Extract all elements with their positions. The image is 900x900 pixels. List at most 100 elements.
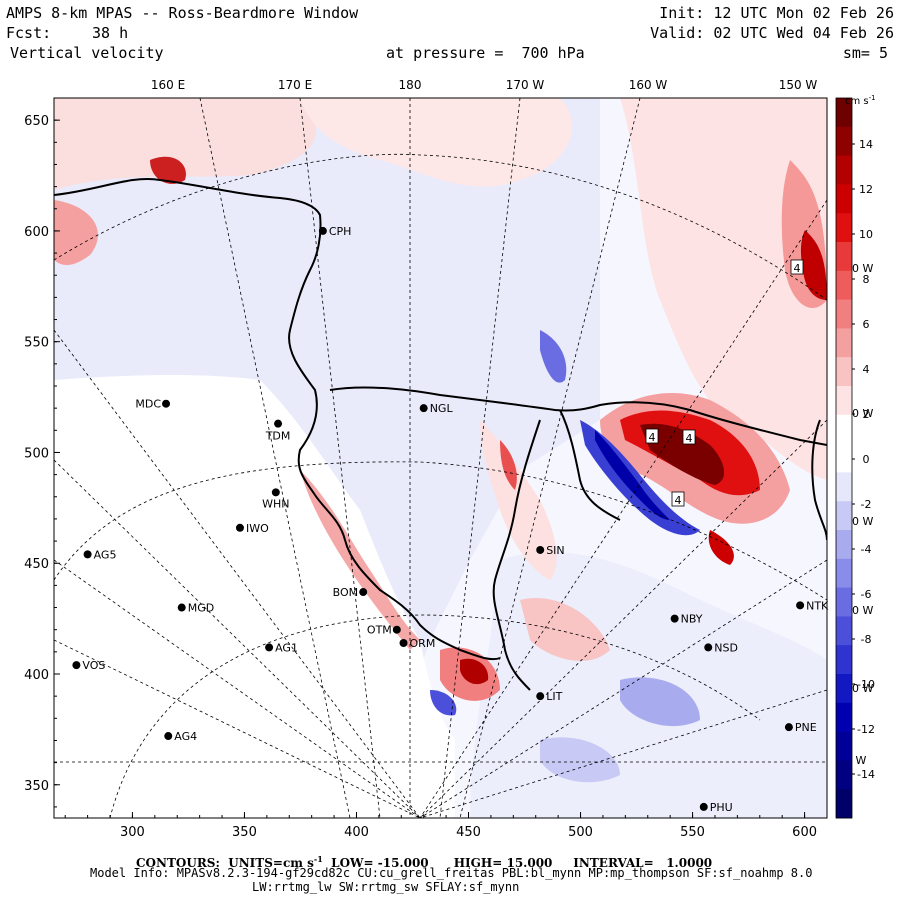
station-dot — [83, 550, 92, 559]
y-tick-label: 600 — [24, 225, 49, 240]
station-label: NGL — [430, 402, 454, 415]
x-tick-label: 550 — [680, 825, 705, 840]
colorbar-swatch — [836, 357, 852, 387]
map-figure: 300 350 400 450 500 550 600 350 400 450 500 550 600… — [24, 78, 875, 840]
colorbar-swatch — [836, 328, 852, 358]
colorbar-label: -12 — [857, 723, 875, 736]
y-tick-label: 550 — [24, 336, 49, 351]
colorbar-frame — [835, 97, 853, 819]
colorbar-swatch — [836, 530, 852, 560]
station-dot — [699, 802, 708, 811]
colorbar-swatch — [836, 616, 852, 646]
station-dot — [72, 661, 81, 670]
colorbar-label: -6 — [861, 588, 872, 601]
contour-label-box — [671, 491, 685, 507]
colorbar-swatch — [836, 731, 852, 761]
station-dot — [359, 588, 368, 597]
station-dot — [536, 692, 545, 701]
station-label: ORM — [410, 637, 436, 650]
colorbar-swatch — [836, 789, 852, 819]
field-name: Vertical velocity — [10, 44, 164, 62]
colorbar-label: -8 — [861, 633, 872, 646]
y-tick-label: 500 — [24, 446, 49, 461]
top-lon-label: 180 — [399, 78, 422, 92]
y-tick-label: 650 — [24, 114, 49, 129]
y-axis-ticks: 350 400 450 500 550 600 650 — [24, 97, 60, 808]
coastline — [54, 178, 827, 691]
station-label: AG5 — [94, 548, 117, 561]
station-label: MDC — [135, 398, 161, 411]
station-dot — [399, 638, 408, 647]
colorbar-swatch — [836, 126, 852, 156]
colorbar-swatch — [836, 674, 852, 704]
plot-frame — [53, 97, 828, 819]
colorbar-label: 4 — [863, 363, 870, 376]
smoothing: sm= 5 — [842, 44, 888, 62]
contour-label-box — [682, 429, 696, 445]
colorbar-swatch — [836, 558, 852, 588]
station-dot — [235, 523, 244, 532]
colorbar-swatch — [836, 645, 852, 675]
station-dot — [796, 601, 805, 610]
station-dot — [392, 625, 401, 634]
station-label: BOM — [333, 586, 359, 599]
colorbar-swatch — [836, 414, 852, 444]
contour-label-box — [790, 259, 804, 275]
station-label: MGD — [188, 602, 215, 615]
station-label: TDM — [265, 430, 291, 443]
station-dot — [784, 723, 793, 732]
x-tick-label: 450 — [456, 825, 481, 840]
colorbar-swatch — [836, 472, 852, 502]
station-markers: CPH NGL MDC TDM WHN IWO AG5 SIN BOM MGD OTM ORM AG1 V… — [72, 225, 829, 814]
contour-labels: 4 4 4 4 — [645, 259, 804, 507]
colorbar-label: -2 — [861, 498, 872, 511]
station-dot — [177, 603, 186, 612]
pressure-level: at pressure = 700 hPa — [386, 44, 585, 62]
contour-info: CONTOURS: UNITS=cm s-1 LOW= -15.000 HIGH… — [136, 854, 713, 870]
model-info: Model Info: MPASv8.2.3-194-gf29cd82c CU:… — [90, 866, 813, 880]
colorbar-swatch — [836, 386, 852, 416]
colorbar-label: 2 — [863, 408, 870, 421]
y-tick-label: 400 — [24, 668, 49, 683]
colorbar-swatch — [836, 155, 852, 185]
station-dot — [162, 399, 171, 408]
x-tick-label: 600 — [792, 825, 817, 840]
station-dot — [704, 643, 713, 652]
colorbar-swatch — [836, 299, 852, 329]
station-label: PNE — [795, 721, 817, 734]
station-label: IWO — [246, 522, 269, 535]
colorbar — [835, 97, 853, 819]
colorbar-label: -4 — [861, 543, 872, 556]
colorbar-labels: 14 12 10 8 6 4 2 0 -2 -4 -6 -8 -10 -12 -14 — [852, 138, 875, 781]
top-lon-label: 160 W — [629, 78, 668, 92]
station-dot — [536, 545, 545, 554]
station-dot — [318, 226, 327, 235]
top-lon-label: 150 W — [779, 78, 818, 92]
top-lon-label: 170 W — [506, 78, 545, 92]
forecast-label: Fcst: — [6, 24, 52, 42]
station-dot — [265, 643, 274, 652]
colorbar-label: 12 — [859, 183, 873, 196]
colorbar-swatch — [836, 702, 852, 732]
colorbar-swatch — [836, 760, 852, 790]
colorbar-label: 14 — [859, 138, 873, 151]
map-title: AMPS 8-km MPAS -- Ross-Beardmore Window — [6, 4, 359, 22]
x-tick-label: 300 — [120, 825, 145, 840]
colorbar-swatch — [836, 213, 852, 243]
colorbar-swatch — [836, 270, 852, 300]
y-tick-label: 450 — [24, 557, 49, 572]
contour-label: 4 — [675, 494, 682, 507]
colorbar-swatch — [836, 587, 852, 617]
station-label: SIN — [546, 544, 564, 557]
colorbar-swatch — [836, 501, 852, 531]
contour-label: 4 — [649, 431, 656, 444]
station-label: AG4 — [174, 730, 197, 743]
y-tick-label: 350 — [24, 779, 49, 794]
init-time: Init: 12 UTC Mon 02 Feb 26 — [659, 4, 894, 22]
station-label: OTM — [367, 624, 392, 637]
colorbar-label: 0 — [863, 453, 870, 466]
station-dot — [419, 404, 428, 413]
top-lon-label: 160 E — [151, 78, 185, 92]
station-label: CPH — [329, 225, 352, 238]
station-label: NTK — [806, 599, 829, 612]
